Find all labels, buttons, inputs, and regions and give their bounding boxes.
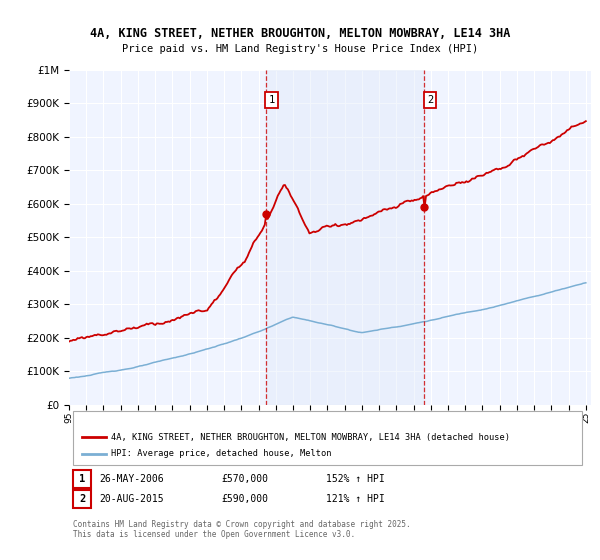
Text: 1: 1	[268, 95, 275, 105]
Text: £570,000: £570,000	[221, 474, 268, 484]
FancyBboxPatch shape	[73, 491, 91, 508]
Text: 20-AUG-2015: 20-AUG-2015	[100, 494, 164, 504]
Text: Price paid vs. HM Land Registry's House Price Index (HPI): Price paid vs. HM Land Registry's House …	[122, 44, 478, 54]
Text: Contains HM Land Registry data © Crown copyright and database right 2025.
This d: Contains HM Land Registry data © Crown c…	[73, 520, 411, 539]
Text: 26-MAY-2006: 26-MAY-2006	[100, 474, 164, 484]
Text: 121% ↑ HPI: 121% ↑ HPI	[326, 494, 385, 504]
FancyBboxPatch shape	[73, 412, 583, 465]
Text: £590,000: £590,000	[221, 494, 268, 504]
Text: 2: 2	[79, 494, 85, 504]
Bar	[266, 70, 424, 405]
Text: 4A, KING STREET, NETHER BROUGHTON, MELTON MOWBRAY, LE14 3HA (detached house): 4A, KING STREET, NETHER BROUGHTON, MELTO…	[111, 433, 510, 442]
Text: 1: 1	[79, 474, 85, 484]
Text: 4A, KING STREET, NETHER BROUGHTON, MELTON MOWBRAY, LE14 3HA: 4A, KING STREET, NETHER BROUGHTON, MELTO…	[90, 27, 510, 40]
Text: HPI: Average price, detached house, Melton: HPI: Average price, detached house, Melt…	[111, 449, 331, 458]
Text: 152% ↑ HPI: 152% ↑ HPI	[326, 474, 385, 484]
Text: 2: 2	[427, 95, 433, 105]
FancyBboxPatch shape	[73, 470, 91, 488]
